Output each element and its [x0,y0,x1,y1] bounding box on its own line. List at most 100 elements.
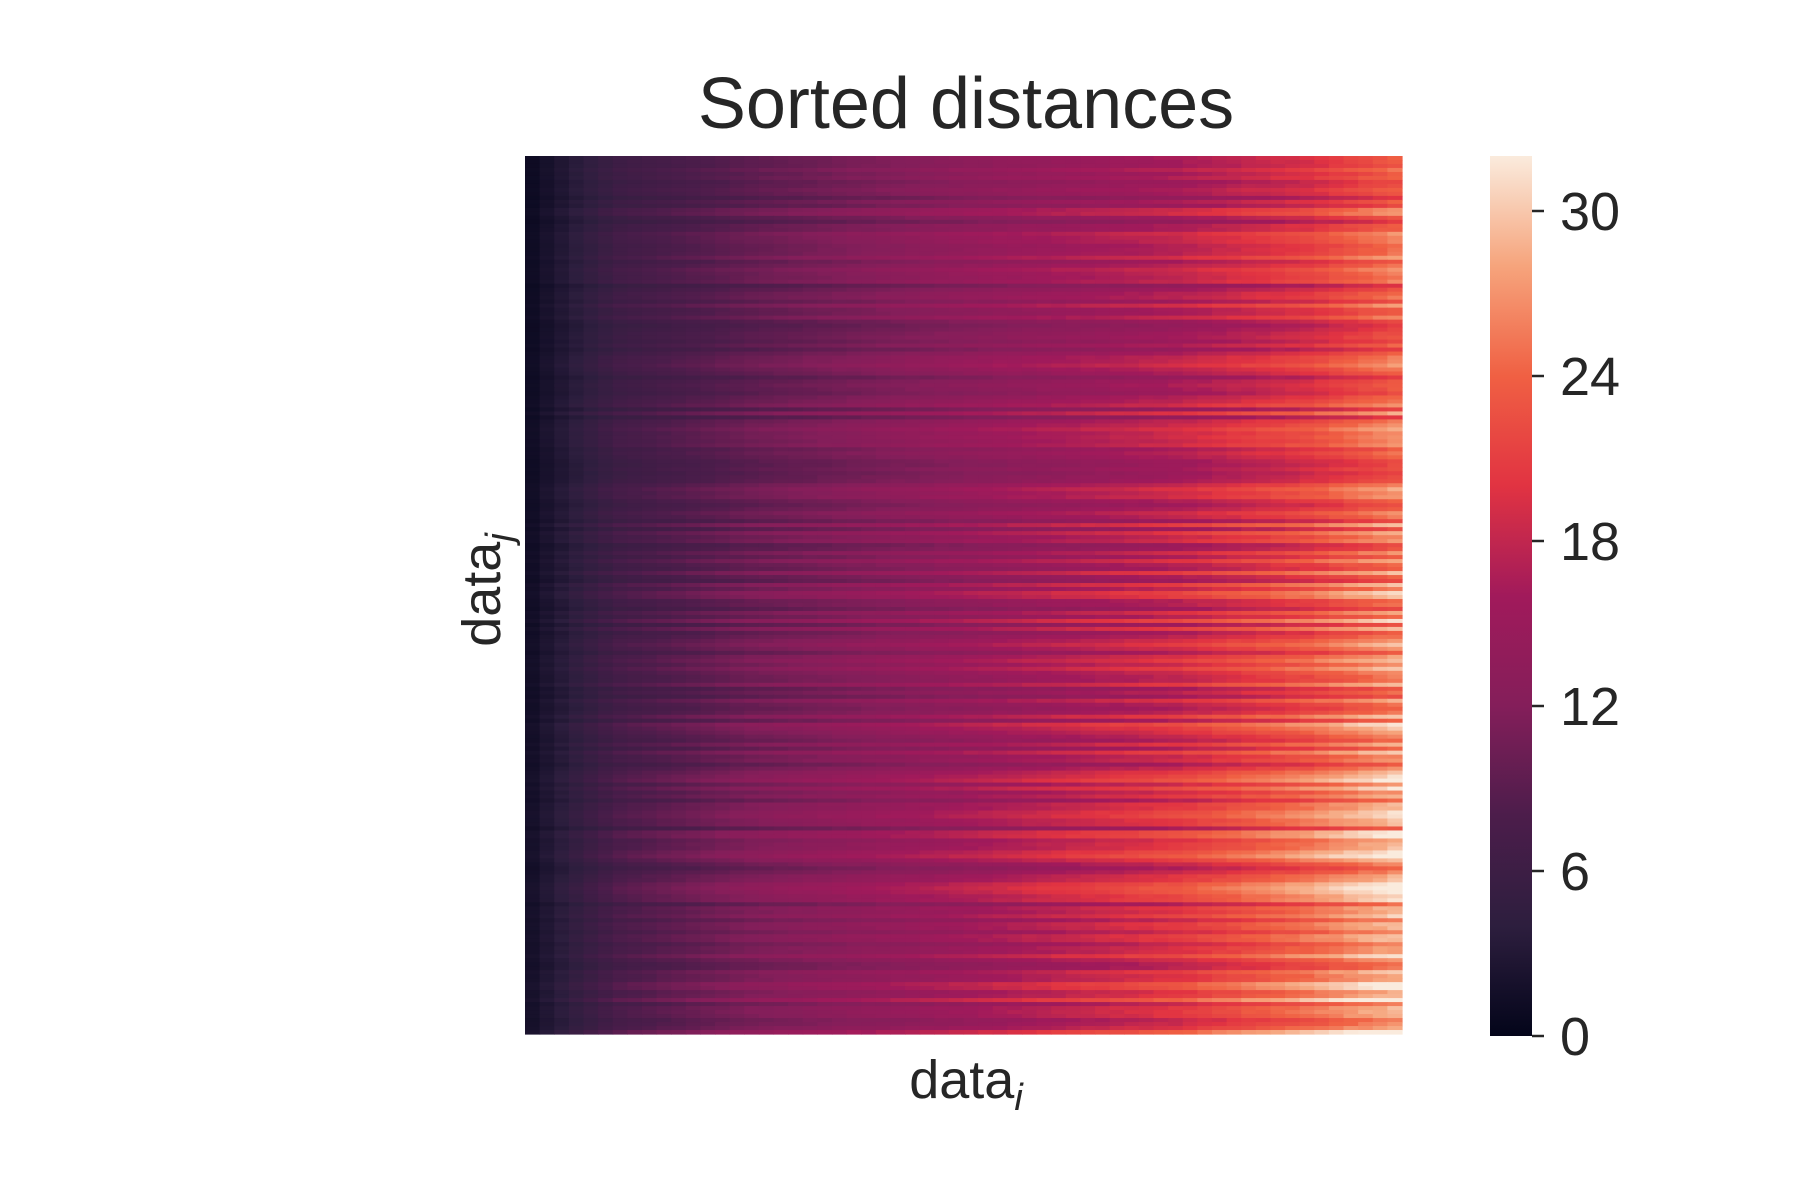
heatmap-cell [1197,479,1213,484]
heatmap-cell [1021,391,1038,397]
heatmap-cell [817,339,833,345]
heatmap-cell [1328,223,1345,229]
heatmap-cell [773,259,789,265]
heatmap-cell [1197,183,1213,189]
heatmap-cell [627,171,643,177]
heatmap-cell [598,443,614,448]
heatmap-cell [554,211,570,217]
heatmap-cell [1387,247,1403,253]
heatmap-cell [1021,387,1038,393]
heatmap-cell [685,471,701,476]
heatmap-cell [1168,287,1184,293]
heatmap-cell [1211,399,1228,405]
heatmap-cell [1109,251,1125,257]
heatmap-cell [1270,455,1286,460]
heatmap-cell [1211,243,1228,249]
heatmap-cell [1095,259,1111,265]
heatmap-cell [846,207,862,213]
heatmap-cell [598,335,614,341]
heatmap-cell [1138,219,1155,225]
heatmap-cell [890,427,906,432]
heatmap-cell [1241,363,1257,369]
heatmap-cell [1314,407,1330,413]
heatmap-cell [919,435,935,440]
heatmap-cell [1343,283,1359,289]
heatmap-cell [1051,243,1067,249]
heatmap-cell [1197,471,1213,476]
heatmap-cell [963,291,979,297]
heatmap-cell [1095,275,1111,281]
heatmap-cell [890,315,906,321]
heatmap-cell [1255,475,1272,480]
heatmap-cell [802,307,818,313]
heatmap-cell [1387,167,1403,173]
heatmap-cell [773,419,789,424]
heatmap-cell [978,387,994,393]
heatmap-cell [568,383,585,389]
heatmap-cell [992,439,1008,444]
heatmap-cell [773,156,789,161]
heatmap-cell [1299,263,1315,269]
heatmap-cell [1109,271,1125,277]
heatmap-cell [583,271,599,277]
heatmap-cell [700,291,716,297]
heatmap-cell [539,319,555,325]
heatmap-cell [539,475,555,480]
heatmap-cell [861,171,877,177]
heatmap-cell [539,463,555,468]
heatmap-cell [890,479,906,484]
heatmap-cell [831,375,848,381]
heatmap-cell [846,471,862,476]
heatmap-cell [685,391,701,397]
heatmap-cell [1241,203,1257,209]
heatmap-cell [685,347,701,353]
heatmap-cell [1182,387,1198,393]
heatmap-cell [525,439,541,444]
heatmap-cell [992,375,1008,381]
heatmap-cell [1007,379,1023,385]
heatmap-cell [1285,423,1301,428]
heatmap-cell [1299,367,1315,373]
heatmap-cell [890,383,906,389]
heatmap-cell [992,163,1008,169]
heatmap-cell [963,171,979,177]
heatmap-cell [773,407,789,413]
heatmap-cell [861,455,877,460]
heatmap-cell [919,399,935,405]
heatmap-cell [1211,423,1228,428]
heatmap-cell [1255,331,1272,337]
heatmap-cell [1051,239,1067,245]
heatmap-cell [715,179,731,185]
heatmap-cell [773,191,789,197]
heatmap-cell [554,479,570,484]
heatmap-cell [568,223,585,229]
heatmap-cell [1387,199,1403,205]
heatmap-cell [831,259,848,265]
heatmap-cell [1095,363,1111,369]
heatmap-cell [1299,363,1315,369]
heatmap-cell [919,303,935,309]
heatmap-cell [1168,303,1184,309]
heatmap-cell [1065,395,1082,401]
heatmap-cell [1358,399,1374,405]
heatmap-cell [963,247,979,253]
heatmap-cell [890,335,906,341]
heatmap-cell [1109,475,1125,480]
heatmap-cell [773,391,789,397]
heatmap-cell [554,159,570,165]
heatmap-cell [861,343,877,349]
heatmap-cell [1138,359,1155,365]
heatmap-cell [1197,415,1213,420]
heatmap-cell [641,291,658,297]
heatmap-cell [1007,159,1023,165]
heatmap-cell [1124,471,1140,476]
heatmap-cell [773,395,789,401]
heatmap-cell [963,327,979,333]
heatmap-cell [861,263,877,269]
heatmap-cell [1226,359,1242,365]
heatmap-cell [1065,163,1082,169]
heatmap-cell [1328,303,1345,309]
heatmap-cell [758,479,775,484]
heatmap-cell [1007,331,1023,337]
heatmap-cell [1255,311,1272,317]
